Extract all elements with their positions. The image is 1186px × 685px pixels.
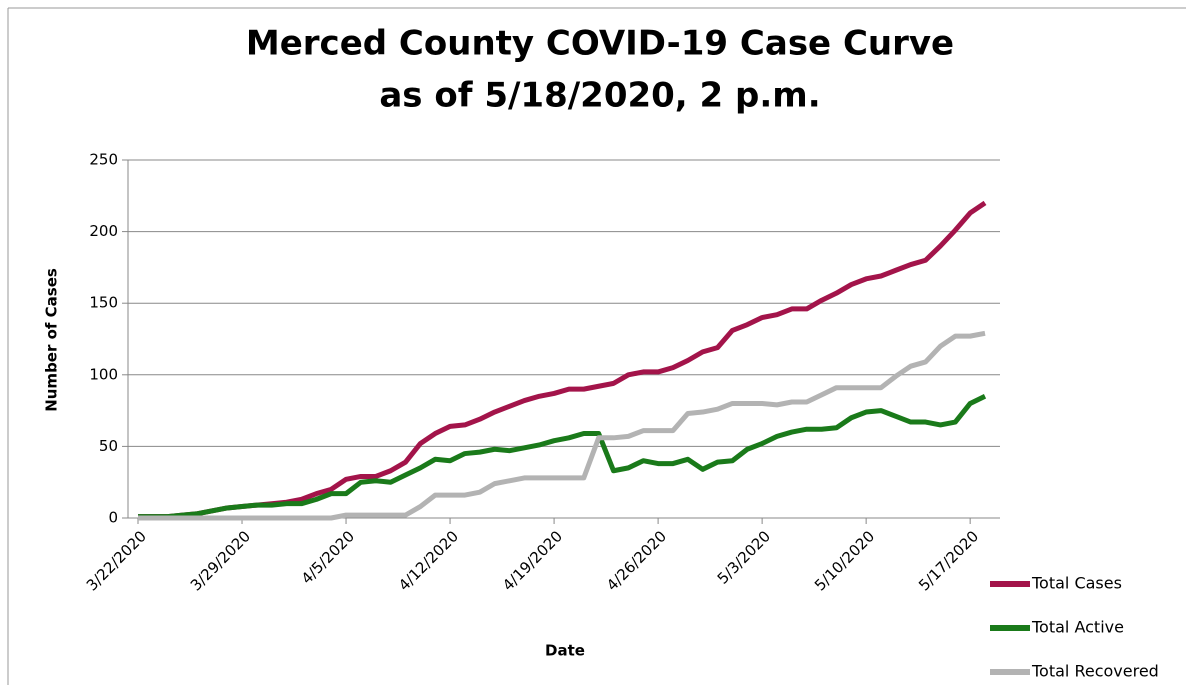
- y-tick-label: 0: [108, 509, 118, 527]
- y-tick-label: 250: [89, 151, 118, 169]
- y-tick-label: 50: [99, 437, 118, 455]
- x-axis-label: Date: [545, 642, 585, 660]
- series-line: [138, 330, 986, 521]
- legend-label: Total Recovered: [1031, 662, 1159, 681]
- chart-subtitle: as of 5/18/2020, 2 p.m.: [379, 76, 820, 116]
- y-tick-label: 200: [89, 222, 118, 240]
- series-line: [138, 394, 987, 520]
- legend-label: Total Active: [1031, 618, 1124, 637]
- chart-title: Merced County COVID-19 Case Curve: [246, 24, 954, 64]
- y-axis-label: Number of Cases: [43, 268, 61, 412]
- y-tick-label: 100: [89, 365, 118, 383]
- legend-label: Total Cases: [1031, 574, 1122, 593]
- y-tick-label: 150: [89, 294, 118, 312]
